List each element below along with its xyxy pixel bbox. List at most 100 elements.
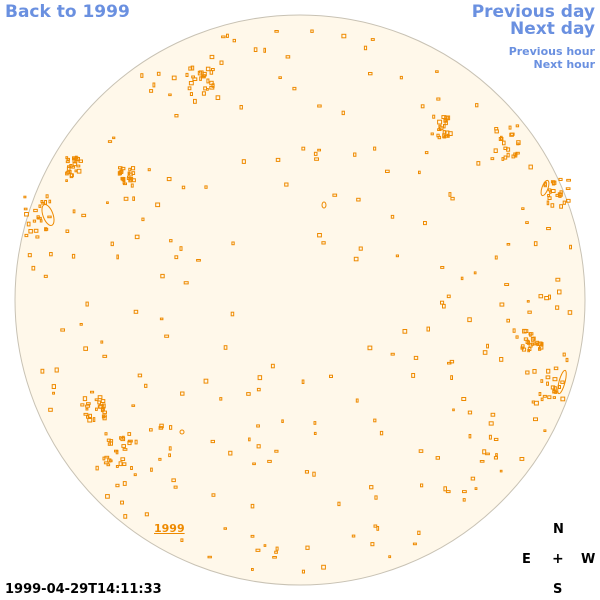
- magnetic-feature-mark: [498, 137, 504, 141]
- magnetic-feature-mark: [28, 229, 33, 234]
- magnetic-feature-mark: [174, 114, 179, 118]
- previous-day-link[interactable]: Previous day: [471, 2, 595, 22]
- magnetic-feature-mark: [440, 300, 445, 305]
- magnetic-feature-mark: [228, 450, 233, 456]
- magnetic-feature-mark: [369, 485, 374, 490]
- magnetic-feature-mark: [159, 423, 164, 429]
- magnetic-feature-mark: [74, 169, 78, 173]
- magnetic-feature-mark: [532, 369, 537, 374]
- magnetic-feature-mark: [533, 417, 538, 422]
- back-to-year-link[interactable]: Back to 1999: [5, 2, 130, 22]
- next-hour-link[interactable]: Next hour: [533, 58, 596, 71]
- magnetic-feature-mark: [33, 228, 39, 233]
- magnetic-feature-mark: [133, 309, 139, 314]
- magnetic-feature-mark: [169, 239, 173, 243]
- magnetic-feature-mark: [494, 129, 499, 134]
- year-link[interactable]: 1999: [154, 522, 185, 535]
- magnetic-feature-mark: [376, 526, 380, 531]
- magnetic-feature-mark: [448, 131, 453, 136]
- magnetic-feature-mark: [546, 368, 551, 374]
- magnetic-feature-mark: [493, 148, 498, 153]
- magnetic-feature-mark: [467, 317, 472, 323]
- magnetic-feature-mark: [533, 241, 538, 247]
- magnetic-feature-mark: [103, 461, 109, 465]
- magnetic-feature-mark: [530, 342, 534, 346]
- magnetic-feature-mark: [274, 30, 279, 33]
- magnetic-feature-mark: [120, 500, 124, 505]
- magnetic-feature-mark: [32, 219, 37, 223]
- magnetic-feature-mark: [292, 86, 297, 91]
- magnetic-feature-mark: [164, 334, 170, 338]
- magnetic-feature-mark: [515, 335, 519, 339]
- magnetic-feature-mark: [122, 481, 127, 486]
- magnetic-feature-mark: [494, 255, 498, 260]
- magnetic-feature-mark: [304, 470, 309, 474]
- magnetic-feature-mark: [281, 419, 284, 423]
- magnetic-feature-mark: [370, 38, 375, 41]
- magnetic-feature-mark: [502, 140, 506, 146]
- magnetic-feature-mark: [501, 157, 505, 161]
- magnetic-feature-mark: [474, 487, 478, 491]
- magnetic-feature-mark: [543, 429, 547, 432]
- magnetic-feature-mark: [321, 564, 326, 570]
- magnetic-feature-mark: [447, 361, 452, 365]
- magnetic-feature-mark: [241, 159, 246, 164]
- magnetic-feature-mark: [102, 456, 106, 461]
- magnetic-feature-mark: [130, 466, 133, 470]
- magnetic-feature-mark: [506, 318, 510, 323]
- magnetic-feature-mark: [40, 368, 45, 374]
- magnetic-feature-mark: [185, 72, 189, 78]
- magnetic-feature-mark: [97, 400, 102, 405]
- magnetic-feature-mark: [493, 456, 498, 460]
- previous-hour-link[interactable]: Previous hour: [508, 45, 595, 58]
- magnetic-feature-mark: [417, 530, 421, 536]
- magnetic-feature-mark: [312, 471, 316, 477]
- magnetic-feature-mark: [203, 86, 207, 91]
- magnetic-feature-mark: [121, 444, 127, 448]
- magnetic-feature-mark: [40, 200, 44, 204]
- magnetic-feature-mark: [446, 115, 451, 121]
- magnetic-feature-mark: [85, 301, 89, 307]
- magnetic-feature-mark: [313, 431, 317, 435]
- magnetic-feature-mark: [115, 483, 120, 488]
- magnetic-feature-mark: [488, 434, 492, 440]
- magnetic-feature-mark: [418, 170, 421, 175]
- magnetic-feature-mark: [310, 29, 314, 33]
- magnetic-feature-mark: [420, 483, 424, 488]
- magnetic-feature-mark: [275, 546, 279, 551]
- magnetic-feature-mark: [557, 289, 562, 295]
- magnetic-feature-mark: [567, 310, 573, 315]
- magnetic-feature-mark: [263, 544, 267, 547]
- magnetic-feature-mark: [301, 379, 305, 384]
- magnetic-feature-mark: [388, 555, 392, 559]
- magnetic-feature-mark: [72, 209, 76, 214]
- magnetic-feature-mark: [482, 350, 488, 355]
- magnetic-feature-mark: [482, 449, 487, 455]
- magnetic-feature-mark: [473, 271, 477, 275]
- magnetic-feature-mark: [252, 462, 256, 466]
- magnetic-feature-mark: [219, 397, 223, 401]
- magnetic-feature-mark: [488, 421, 494, 426]
- magnetic-feature-mark: [121, 177, 125, 182]
- magnetic-feature-mark: [193, 98, 197, 104]
- magnetic-feature-mark: [412, 542, 417, 546]
- magnetic-feature-mark: [437, 135, 442, 140]
- magnetic-feature-mark: [373, 146, 377, 151]
- magnetic-feature-mark: [526, 300, 530, 303]
- magnetic-feature-mark: [86, 415, 89, 419]
- magnetic-feature-mark: [211, 493, 216, 497]
- magnetic-feature-mark: [31, 265, 36, 271]
- magnetic-feature-mark: [69, 173, 74, 178]
- magnetic-feature-mark: [256, 387, 261, 392]
- magnetic-feature-mark: [226, 33, 229, 38]
- magnetic-feature-mark: [549, 190, 552, 194]
- magnetic-feature-contour: [540, 179, 550, 197]
- magnetic-feature-mark: [565, 357, 569, 363]
- next-day-link[interactable]: Next day: [510, 19, 595, 39]
- magnetic-feature-mark: [542, 394, 547, 398]
- magnetic-feature-mark: [118, 461, 123, 467]
- magnetic-feature-mark: [83, 412, 89, 416]
- magnetic-feature-mark: [461, 397, 467, 401]
- magnetic-feature-mark: [253, 47, 258, 52]
- compass-north-label: N: [553, 522, 564, 537]
